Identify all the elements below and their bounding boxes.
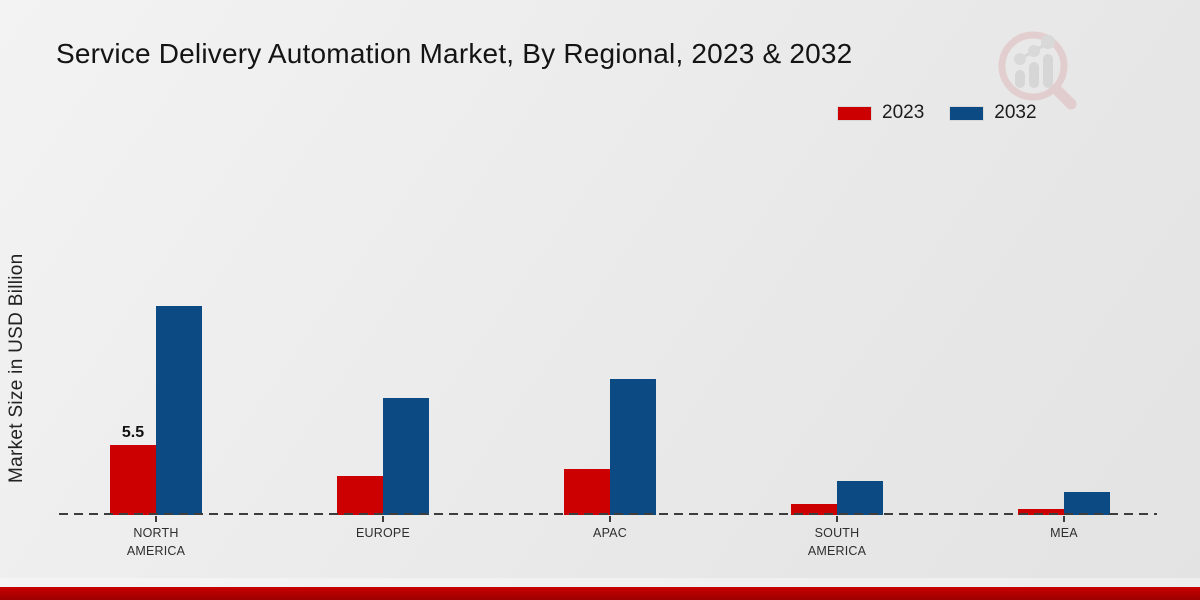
chart-legend: 2023 2032 [838,102,1037,124]
bar-2023-north-america [110,445,156,515]
x-axis-label-south-america: SOUTH AMERICA [807,526,867,559]
chart-title: Service Delivery Automation Market, By R… [56,38,853,69]
x-axis-tick-europe [382,516,384,522]
legend-label-2032: 2032 [994,102,1037,123]
x-axis-label-europe: EUROPE [356,526,410,540]
x-axis-label-mea: MEA [1050,526,1078,540]
bar-2023-mea [1018,509,1064,515]
x-axis-label-north-america: NORTH AMERICA [126,526,186,559]
bar-2023-south-america [791,504,837,515]
footer-highlight-band [0,578,1200,587]
bar-2032-north-america [156,306,202,515]
x-axis-tick-south-america [836,516,838,522]
bar-2032-apac [610,379,656,515]
legend-swatch-2032 [950,106,984,120]
footer-red-strip [0,587,1200,600]
x-axis-baseline [59,513,1157,515]
legend-item-2023: 2023 [838,102,924,124]
legend-item-2032: 2032 [950,102,1037,124]
bar-2023-europe [337,476,383,515]
bar-2032-mea [1064,492,1110,515]
legend-label-2023: 2023 [882,102,925,123]
legend-swatch-2023 [838,106,871,120]
x-axis-label-apac: APAC [593,526,627,540]
x-axis-tick-mea [1063,516,1065,522]
bar-2032-europe [383,398,429,515]
bar-2032-south-america [837,481,883,515]
magnifier-bar-chart-logo [998,31,1077,110]
x-axis-tick-north-america [155,516,157,522]
bar-value-label-2023-north-america: 5.5 [121,424,145,441]
bar-2023-apac [564,469,610,515]
x-axis-tick-apac [609,516,611,522]
